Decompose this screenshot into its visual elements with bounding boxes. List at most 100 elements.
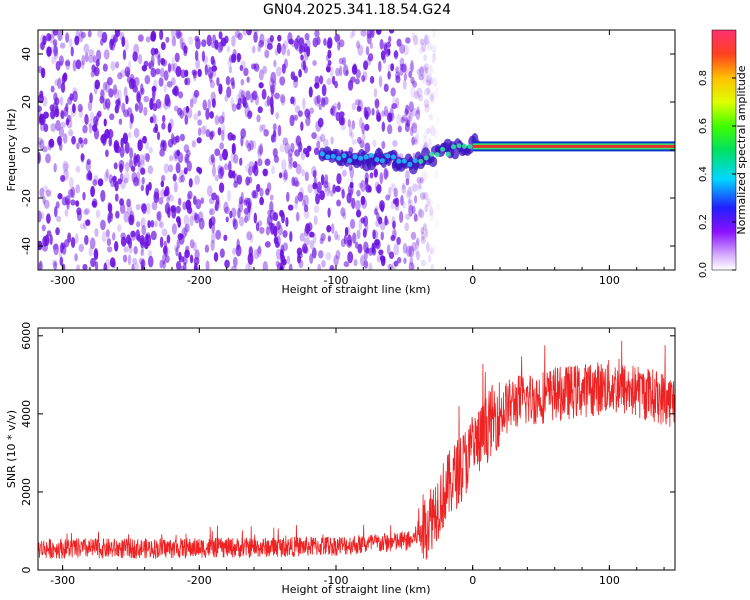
noise-point bbox=[393, 260, 399, 267]
noise-point bbox=[432, 30, 436, 39]
noise-point bbox=[428, 198, 434, 206]
noise-point bbox=[140, 237, 145, 249]
noise-point bbox=[364, 123, 370, 132]
spectrogram-ridge bbox=[318, 133, 675, 175]
noise-point bbox=[425, 127, 431, 135]
noise-point bbox=[65, 58, 71, 71]
noise-point bbox=[329, 190, 334, 197]
noise-point bbox=[236, 94, 241, 104]
noise-point bbox=[381, 110, 385, 117]
noise-point bbox=[60, 121, 66, 128]
noise-point bbox=[171, 223, 177, 235]
noise-point bbox=[171, 208, 177, 219]
noise-point bbox=[236, 238, 240, 251]
noise-point bbox=[429, 94, 434, 101]
noise-point bbox=[409, 62, 415, 74]
noise-point bbox=[373, 230, 379, 240]
noise-point bbox=[204, 64, 208, 76]
noise-point bbox=[420, 259, 427, 267]
noise-point bbox=[423, 98, 430, 108]
noise-point bbox=[384, 48, 391, 58]
noise-point bbox=[379, 221, 386, 231]
noise-point bbox=[187, 205, 193, 215]
noise-point bbox=[295, 211, 300, 222]
noise-point bbox=[210, 153, 215, 163]
noise-point bbox=[320, 133, 326, 142]
noise-point bbox=[403, 73, 408, 81]
noise-point bbox=[425, 67, 429, 75]
noise-point bbox=[251, 140, 257, 150]
noise-point bbox=[309, 231, 315, 238]
noise-point bbox=[194, 175, 200, 186]
noise-point bbox=[82, 209, 89, 216]
noise-point bbox=[164, 255, 170, 263]
noise-point bbox=[179, 37, 184, 50]
noise-point bbox=[122, 49, 127, 61]
noise-point bbox=[88, 246, 93, 257]
noise-point bbox=[197, 68, 202, 78]
noise-point bbox=[383, 42, 388, 51]
noise-point bbox=[198, 217, 205, 230]
noise-point bbox=[113, 34, 119, 43]
noise-point bbox=[124, 141, 130, 154]
noise-point bbox=[347, 251, 354, 264]
noise-point bbox=[127, 254, 132, 266]
noise-point bbox=[279, 209, 284, 218]
noise-point bbox=[175, 162, 181, 174]
noise-point bbox=[251, 90, 258, 101]
noise-point bbox=[173, 181, 178, 193]
noise-point bbox=[114, 30, 119, 36]
noise-point bbox=[129, 147, 134, 160]
noise-point bbox=[350, 177, 354, 187]
noise-point bbox=[134, 103, 139, 113]
noise-point bbox=[336, 234, 341, 241]
noise-point bbox=[114, 193, 119, 202]
noise-point bbox=[84, 52, 89, 63]
noise-point bbox=[425, 241, 430, 253]
noise-point bbox=[423, 87, 430, 96]
noise-point bbox=[113, 175, 117, 188]
noise-point bbox=[193, 113, 199, 121]
noise-point bbox=[351, 102, 357, 111]
noise-point bbox=[104, 98, 111, 109]
spectrogram-y-tick-label: 0 bbox=[20, 147, 33, 154]
noise-point bbox=[143, 95, 150, 103]
noise-point bbox=[257, 43, 262, 53]
noise-point bbox=[306, 145, 312, 152]
noise-point bbox=[75, 165, 81, 173]
noise-point bbox=[293, 75, 298, 83]
noise-point bbox=[340, 123, 346, 131]
noise-point bbox=[275, 248, 282, 260]
noise-point bbox=[186, 160, 192, 172]
ridge-core-blob bbox=[347, 158, 353, 164]
noise-point bbox=[290, 142, 295, 153]
noise-point bbox=[411, 136, 415, 146]
noise-point bbox=[82, 263, 88, 270]
noise-point bbox=[410, 76, 415, 85]
noise-point bbox=[94, 119, 99, 127]
noise-point bbox=[272, 148, 278, 158]
noise-point bbox=[120, 232, 126, 240]
noise-point bbox=[149, 116, 154, 124]
noise-point bbox=[430, 263, 435, 270]
noise-point bbox=[419, 177, 424, 184]
noise-point bbox=[88, 123, 93, 134]
noise-point bbox=[321, 260, 326, 268]
noise-point bbox=[377, 216, 383, 225]
spectrogram-x-tick-label: -300 bbox=[50, 274, 75, 287]
noise-point bbox=[334, 80, 338, 89]
noise-point bbox=[89, 111, 95, 121]
noise-point bbox=[317, 263, 322, 270]
noise-point bbox=[394, 197, 400, 208]
noise-point bbox=[336, 199, 341, 207]
noise-point bbox=[391, 228, 397, 239]
noise-point bbox=[101, 231, 107, 243]
noise-point bbox=[52, 243, 59, 250]
noise-point bbox=[108, 202, 113, 214]
noise-point bbox=[248, 166, 253, 176]
noise-point bbox=[51, 30, 55, 39]
noise-point bbox=[72, 103, 76, 114]
noise-point bbox=[87, 54, 94, 64]
noise-point bbox=[385, 218, 390, 225]
noise-point bbox=[363, 249, 368, 261]
